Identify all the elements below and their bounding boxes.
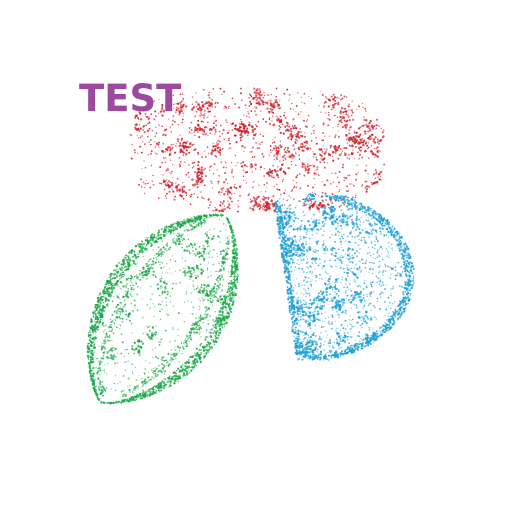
test-label: TEST <box>79 77 182 120</box>
green-dot-cluster <box>86 213 239 405</box>
blue-dot-cluster <box>274 193 415 361</box>
red-dot-cluster <box>129 87 386 213</box>
